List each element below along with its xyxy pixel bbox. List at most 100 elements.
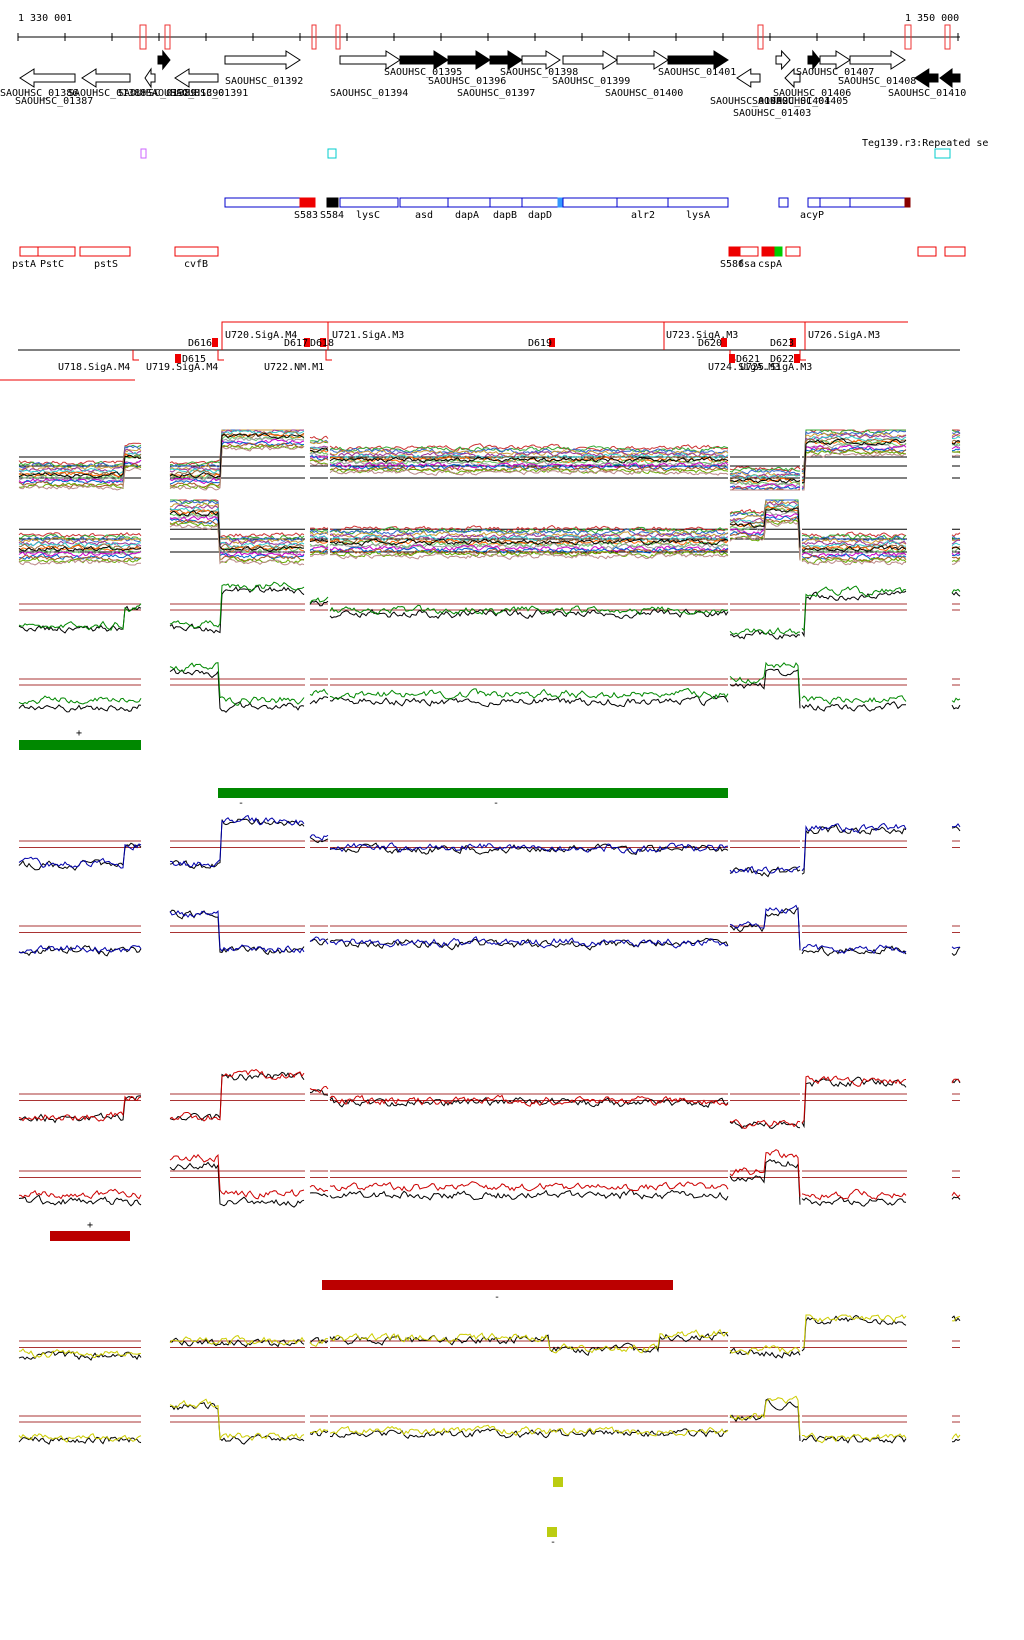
ruler-marker: [944, 24, 951, 50]
feature-label: dapB: [493, 210, 517, 221]
signal-trace: [329, 526, 729, 535]
gene-arrow: [81, 68, 131, 88]
signal-trace: [18, 704, 142, 713]
signal-trace: [18, 1188, 142, 1200]
transcription-label: D622: [770, 354, 794, 365]
signal-trace: [309, 696, 329, 705]
signal-trace: [169, 818, 305, 870]
transcription-label: D615: [182, 354, 206, 365]
gene-arrow: [144, 67, 156, 89]
signal-trace: [951, 1078, 961, 1084]
signal-trace: [801, 554, 907, 563]
signal-trace: [169, 444, 305, 490]
signal-trace: [951, 1438, 961, 1443]
signal-trace: [951, 539, 961, 545]
signal-trace: [729, 1149, 801, 1197]
transcription-label: U721.SigA.M3: [332, 330, 404, 341]
signal-trace: [801, 695, 907, 705]
terminator: [790, 338, 796, 347]
signal-trace: [802, 451, 907, 491]
signal-trace: [169, 519, 305, 562]
ruler-marker: [335, 24, 341, 50]
signal-trace: [18, 944, 142, 957]
signal-trace: [330, 552, 729, 560]
signal-trace: [169, 1337, 305, 1348]
gene-arrow: [562, 50, 618, 70]
signal-trace: [329, 842, 729, 854]
signal-trace: [329, 1096, 729, 1108]
signal-trace: [310, 552, 329, 557]
signal-trace: [729, 466, 801, 473]
promoter-arrow: [327, 321, 334, 350]
gene-arrow: [19, 68, 76, 88]
gene-arrow: [736, 68, 761, 88]
signal-trace: [18, 454, 142, 479]
gene-label: SAOUHSC_01400: [605, 88, 683, 99]
feature-box: [904, 197, 911, 208]
rna-box: [79, 246, 131, 257]
rna-box: [761, 246, 776, 257]
promoter-arrow: [217, 350, 224, 361]
signal-trace: [309, 1184, 329, 1193]
feature-label: dapA: [455, 210, 479, 221]
signal-trace: [18, 442, 142, 466]
signal-trace: [801, 1196, 907, 1207]
signal-trace: [309, 1430, 329, 1437]
gene-label: SAOUHSC_01392: [225, 76, 303, 87]
signal-trace: [309, 435, 329, 441]
signal-trace: [309, 447, 329, 453]
gene-label: SAOUHSC_01410: [888, 88, 966, 99]
terminator: [721, 338, 727, 347]
signal-trace: [801, 537, 907, 545]
signal-trace: [329, 538, 729, 547]
signal-trace: [309, 688, 329, 696]
feature-box: [489, 197, 523, 208]
signal-trace: [169, 662, 305, 706]
signal-trace: [801, 552, 907, 561]
signal-trace: [801, 447, 907, 491]
signal-trace: [309, 455, 329, 459]
signal-trace: [729, 1345, 801, 1356]
signal-trace: [329, 532, 729, 540]
signal-trace: [801, 1434, 907, 1444]
signal-trace: [329, 1328, 729, 1354]
signal-trace: [729, 627, 801, 636]
signal-trace: [169, 438, 305, 485]
signal-trace: [729, 519, 801, 561]
rna-box: [19, 246, 39, 257]
signal-trace: [18, 448, 142, 472]
gene-arrow: [667, 50, 729, 70]
gene-label: SAOUHSC_01394: [330, 88, 408, 99]
signal-trace: [729, 478, 801, 484]
region-bar: [218, 788, 728, 798]
signal-trace: [801, 1188, 907, 1201]
ruler-start: 1 330 001: [18, 13, 72, 24]
signal-trace: [18, 1433, 142, 1443]
gene-arrow: [399, 50, 449, 70]
feature-box: [849, 197, 906, 208]
signal-trace: [169, 668, 305, 713]
signal-trace: [329, 608, 729, 619]
transcription-label: D620: [698, 338, 722, 349]
signal-trace: [329, 1094, 729, 1107]
signal-trace: [729, 507, 801, 548]
transcription-label: U719.SigA.M4: [146, 362, 218, 373]
rna-box: [739, 246, 759, 257]
rna-box: [174, 246, 219, 257]
feature-box: [224, 197, 301, 208]
gene-label: SAOUHSC_01387: [15, 96, 93, 107]
feature-label: S584: [320, 210, 344, 221]
gene-arrow: [489, 50, 523, 70]
signal-trace: [329, 1189, 729, 1201]
signal-trace: [329, 468, 729, 476]
signal-trace: [18, 550, 142, 557]
signal-trace: [18, 944, 142, 954]
signal-trace: [329, 461, 729, 470]
rna-box: [944, 246, 966, 257]
transcription-label: U720.SigA.M4: [225, 330, 297, 341]
signal-trace: [309, 837, 329, 844]
signal-trace: [951, 1316, 961, 1322]
signal-trace: [729, 1398, 801, 1442]
gene-arrow: [807, 49, 821, 71]
